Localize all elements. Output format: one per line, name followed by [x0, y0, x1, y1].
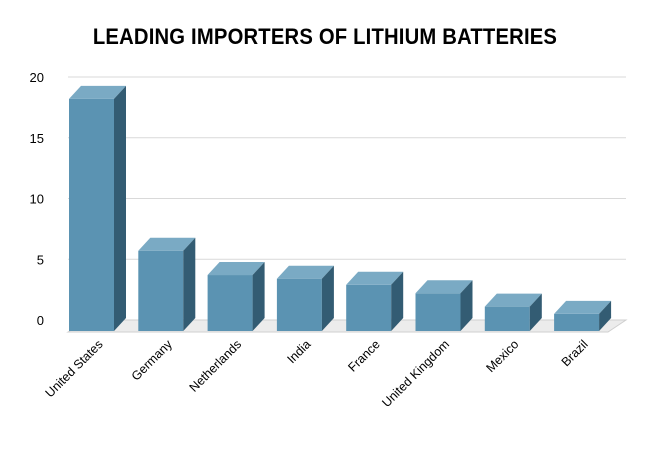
bar-front-face	[346, 284, 392, 331]
bar	[346, 271, 404, 331]
bar-front-face	[207, 275, 253, 331]
bar	[484, 293, 542, 331]
bar-side-face	[529, 293, 542, 331]
x-tick-label: Germany	[129, 337, 176, 384]
x-tick-label: Mexico	[484, 337, 522, 375]
x-tick-label: Brazil	[559, 337, 591, 369]
bar-side-face	[183, 237, 196, 331]
y-tick-label: 20	[30, 70, 44, 85]
bar-front-face	[138, 250, 184, 331]
bar-side-face	[114, 85, 126, 332]
gridlines	[68, 76, 626, 260]
bar-front-face	[415, 293, 461, 331]
bar-side-face	[599, 300, 612, 331]
bar-front-face	[276, 278, 322, 331]
x-axis-labels: United States Germany Netherlands India Fran…	[43, 337, 591, 410]
y-tick-label: 5	[37, 252, 44, 267]
bar-front-face	[69, 98, 114, 332]
y-axis-ticks: 0 5 10 15 20	[30, 70, 44, 328]
bar	[138, 237, 196, 331]
bar-front-face	[484, 306, 530, 331]
bar-side-face	[391, 271, 404, 331]
bar-side-face	[321, 265, 334, 331]
bar-side-face	[460, 280, 473, 331]
bar-front-face	[554, 313, 600, 331]
x-tick-label: France	[345, 337, 382, 374]
bar-top-face	[346, 271, 404, 285]
y-tick-label: 15	[30, 131, 44, 146]
bar	[276, 265, 334, 331]
bar	[69, 85, 126, 332]
y-tick-label: 0	[37, 313, 44, 328]
bar-top-face	[554, 300, 612, 314]
chart-title: LEADING IMPORTERS OF LITHIUM BATTERIES	[92, 24, 558, 49]
x-tick-label: Netherlands	[187, 337, 245, 395]
bar	[415, 280, 473, 331]
x-tick-label: United States	[43, 337, 106, 400]
x-tick-label: United Kingdom	[379, 337, 452, 410]
bar-top-face	[276, 265, 334, 279]
bar-top-face	[207, 262, 265, 276]
y-tick-label: 10	[30, 192, 44, 207]
bar	[554, 300, 612, 331]
bar-top-face	[484, 293, 542, 307]
x-tick-label: India	[284, 337, 313, 366]
bar-side-face	[252, 262, 265, 331]
bar-top-face	[138, 237, 196, 251]
bars	[69, 85, 612, 332]
bar	[207, 262, 265, 331]
bar-top-face	[69, 85, 126, 99]
bar-top-face	[415, 280, 473, 294]
